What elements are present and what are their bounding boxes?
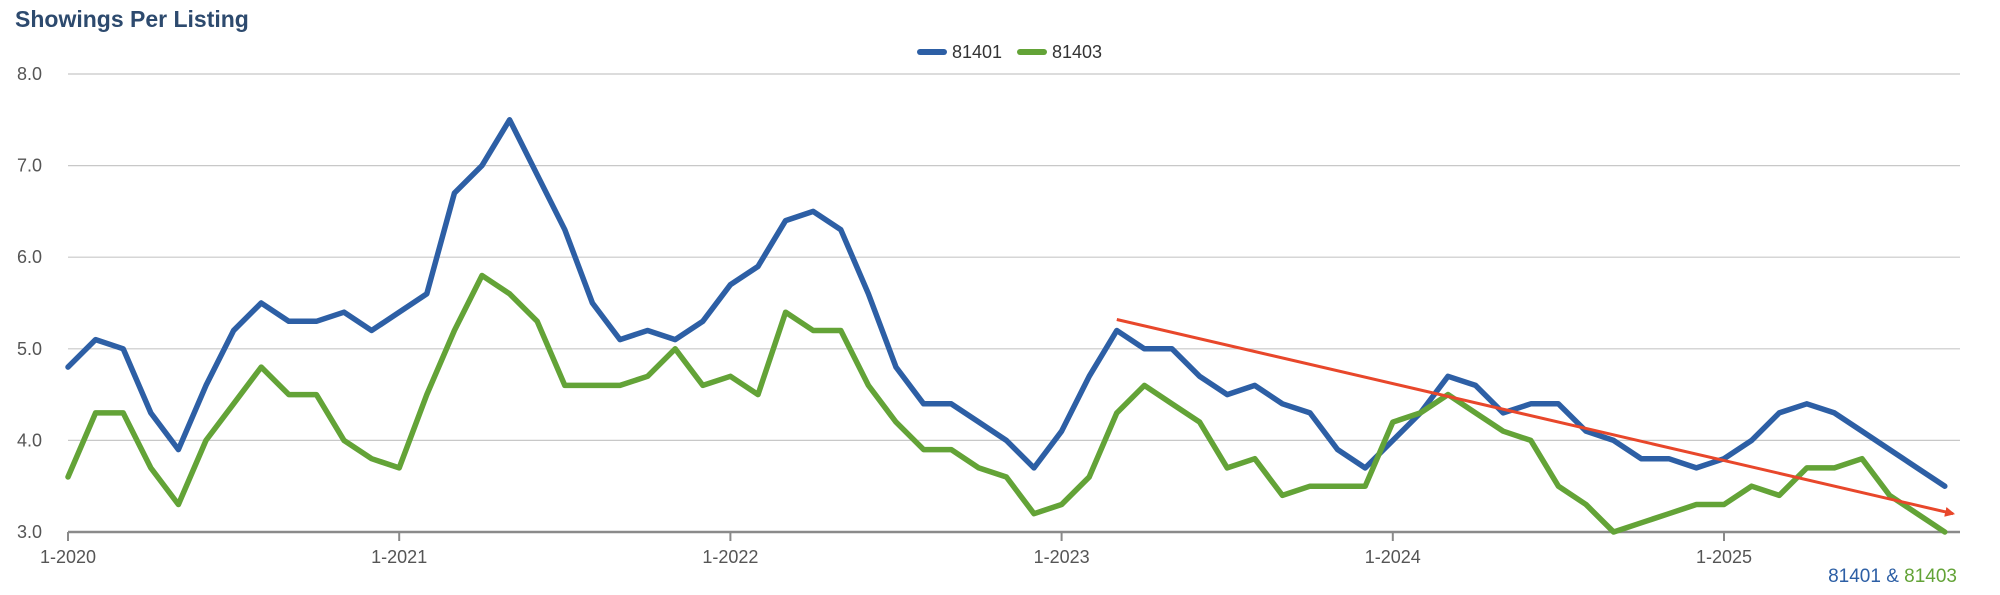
trend-arrow: [1116, 318, 1956, 517]
y-tick-label-4.0: 4.0: [17, 430, 42, 450]
x-tick-label-1-2022: 1-2022: [702, 547, 758, 567]
legend-label-81403: 81403: [1052, 42, 1102, 62]
x-tick-label-1-2024: 1-2024: [1365, 547, 1421, 567]
grid-lines: [68, 73, 1960, 441]
axes: 3.0 4.0 5.0 6.0 7.0 8.0 1-2020 1-2021 1-2022 1-20…: [17, 64, 1960, 567]
annotations: [1116, 318, 1956, 517]
footer-separator: &: [1880, 566, 1905, 587]
footer-series-1: 81401: [1828, 566, 1881, 587]
y-tick-label-7.0: 7.0: [17, 156, 42, 176]
y-tick-label-6.0: 6.0: [17, 247, 42, 267]
x-tick-label-1-2025: 1-2025: [1696, 547, 1752, 567]
y-tick-label-5.0: 5.0: [17, 339, 42, 359]
y-tick-label-3.0: 3.0: [17, 522, 42, 542]
legend-label-81401: 81401: [952, 42, 1002, 62]
y-tick-label-8.0: 8.0: [17, 64, 42, 84]
series-line-81403: [65, 272, 1948, 535]
x-tick-label-1-2020: 1-2020: [40, 547, 96, 567]
series-footer-note: 81401 & 81403: [1828, 566, 1957, 588]
footer-series-2: 81403: [1904, 566, 1957, 587]
chart-title: Showings Per Listing: [15, 6, 249, 32]
x-tick-label-1-2023: 1-2023: [1034, 547, 1090, 567]
series-lines: [65, 117, 1948, 535]
series-line-81401: [65, 117, 1948, 489]
x-tick-label-1-2021: 1-2021: [371, 547, 427, 567]
legend: 81401 81403: [917, 42, 1102, 62]
